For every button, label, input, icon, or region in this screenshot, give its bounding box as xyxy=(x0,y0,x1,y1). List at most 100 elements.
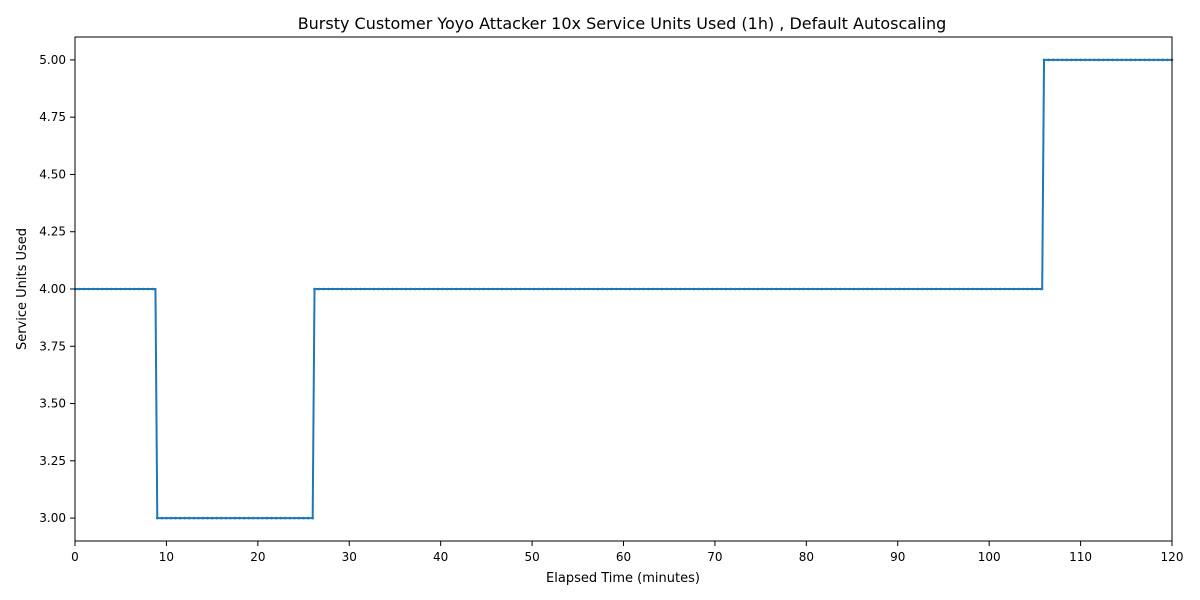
data-point xyxy=(96,287,100,291)
data-point xyxy=(187,516,191,520)
data-point xyxy=(197,516,200,520)
data-point xyxy=(843,287,847,291)
data-point xyxy=(1051,58,1055,62)
data-point xyxy=(816,287,819,291)
x-tick-label: 120 xyxy=(1161,550,1184,564)
data-point xyxy=(688,287,691,291)
data-point xyxy=(601,287,604,291)
data-point xyxy=(1061,58,1064,62)
data-point xyxy=(1042,58,1046,62)
data-point xyxy=(619,287,623,291)
data-point xyxy=(742,287,746,291)
y-tick-label: 3.75 xyxy=(39,339,66,353)
data-point xyxy=(293,516,296,520)
data-point xyxy=(678,287,682,291)
data-point xyxy=(642,287,645,291)
data-point xyxy=(482,287,485,291)
data-point xyxy=(219,516,223,520)
data-point xyxy=(674,287,677,291)
x-tick-label: 110 xyxy=(1069,550,1092,564)
data-point xyxy=(994,287,997,291)
data-point xyxy=(210,516,214,520)
y-tick-label: 5.00 xyxy=(39,53,66,67)
data-point xyxy=(980,287,984,291)
data-point xyxy=(729,287,732,291)
data-point xyxy=(91,287,95,291)
data-point xyxy=(215,516,218,520)
data-point xyxy=(537,287,540,291)
data-point xyxy=(358,287,362,291)
data-point xyxy=(989,287,993,291)
data-point xyxy=(665,287,668,291)
data-point xyxy=(975,287,979,291)
data-point xyxy=(582,287,586,291)
data-point xyxy=(774,287,778,291)
data-point xyxy=(1030,287,1034,291)
data-point xyxy=(101,287,104,291)
data-point xyxy=(1021,287,1025,291)
data-point xyxy=(560,287,563,291)
data-point xyxy=(811,287,815,291)
data-point xyxy=(436,287,440,291)
data-point xyxy=(765,287,769,291)
data-point xyxy=(806,287,810,291)
data-point xyxy=(916,287,920,291)
data-point xyxy=(354,287,357,291)
data-point xyxy=(592,287,595,291)
data-point xyxy=(445,287,449,291)
data-point xyxy=(363,287,367,291)
data-point xyxy=(1124,58,1128,62)
x-tick-label: 0 xyxy=(71,550,79,564)
data-point xyxy=(368,287,371,291)
data-point xyxy=(660,287,664,291)
data-point xyxy=(331,287,335,291)
data-point xyxy=(756,287,760,291)
data-point xyxy=(274,516,278,520)
data-point xyxy=(1156,58,1160,62)
data-point xyxy=(587,287,591,291)
data-point xyxy=(866,287,869,291)
data-point xyxy=(907,287,911,291)
data-point xyxy=(233,516,237,520)
x-tick-label: 60 xyxy=(616,550,631,564)
data-point xyxy=(857,287,860,291)
data-point xyxy=(637,287,641,291)
y-tick-label: 3.00 xyxy=(39,511,66,525)
data-point xyxy=(242,516,246,520)
data-point xyxy=(879,287,883,291)
data-point xyxy=(326,287,330,291)
data-point xyxy=(306,516,310,520)
data-point xyxy=(610,287,613,291)
data-point xyxy=(192,516,196,520)
data-point xyxy=(1129,58,1133,62)
data-point xyxy=(224,516,228,520)
data-point xyxy=(1007,287,1011,291)
data-point xyxy=(251,516,255,520)
data-point xyxy=(1047,58,1050,62)
y-tick-label: 4.25 xyxy=(39,225,66,239)
data-point xyxy=(1012,287,1016,291)
data-point xyxy=(889,287,892,291)
data-point xyxy=(788,287,792,291)
x-tick-label: 80 xyxy=(799,550,814,564)
data-point xyxy=(614,287,618,291)
data-point xyxy=(930,287,933,291)
data-point xyxy=(377,287,380,291)
data-point xyxy=(1143,58,1146,62)
data-point xyxy=(669,287,673,291)
series-line xyxy=(75,58,1172,520)
y-tick-label: 3.50 xyxy=(39,397,66,411)
data-point xyxy=(1093,58,1096,62)
x-tick-label: 100 xyxy=(978,550,1001,564)
data-point xyxy=(146,287,150,291)
data-point xyxy=(422,287,426,291)
data-point xyxy=(349,287,353,291)
data-point xyxy=(432,287,435,291)
data-point xyxy=(82,287,86,291)
data-point xyxy=(1083,58,1087,62)
data-point xyxy=(925,287,929,291)
data-point xyxy=(390,287,394,291)
y-tick-label: 4.50 xyxy=(39,167,66,181)
data-point xyxy=(761,287,764,291)
x-tick-label: 50 xyxy=(524,550,539,564)
